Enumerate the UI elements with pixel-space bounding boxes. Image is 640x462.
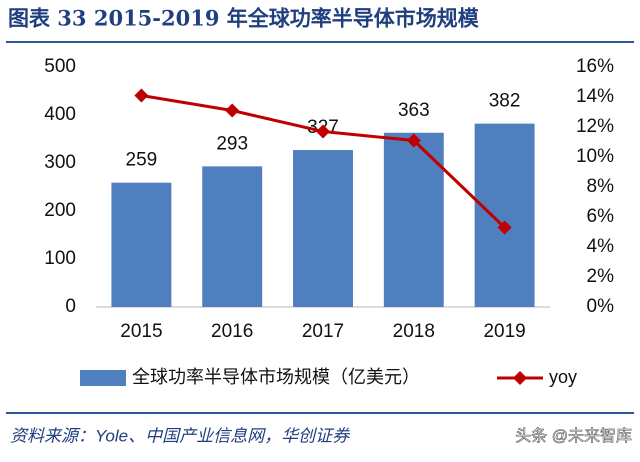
- watermark: 头条 @未来智库: [515, 427, 632, 445]
- bar: [111, 182, 172, 307]
- y-tick-label: 200: [44, 200, 76, 221]
- bar: [202, 166, 263, 307]
- y-tick-label: 0: [65, 296, 76, 317]
- x-tick-label: 2016: [211, 321, 253, 342]
- y2-tick-label: 6%: [587, 206, 615, 227]
- y2-tick-label: 16%: [576, 56, 614, 77]
- y2-tick-label: 4%: [587, 236, 615, 257]
- line-marker: [497, 220, 512, 235]
- x-tick-label: 2017: [302, 321, 344, 342]
- line-marker: [134, 88, 149, 103]
- y-tick-label: 500: [44, 56, 76, 77]
- bar-value-label: 363: [398, 100, 430, 121]
- y2-tick-label: 0%: [587, 296, 615, 317]
- bar: [293, 150, 353, 307]
- y-tick-label: 400: [44, 104, 76, 125]
- x-tick-label: 2019: [483, 321, 525, 342]
- chart-title: 图表 33 2015-2019 年全球功率半导体市场规模: [8, 6, 480, 31]
- y2-tick-label: 2%: [587, 266, 615, 287]
- x-tick-label: 2018: [393, 321, 435, 342]
- y-tick-label: 100: [44, 248, 76, 269]
- y2-tick-label: 14%: [576, 86, 614, 107]
- y2-tick-label: 8%: [587, 176, 615, 197]
- bar: [474, 123, 535, 307]
- bar-value-label: 293: [216, 133, 248, 154]
- legend-label: 全球功率半导体市场规模（亿美元）: [132, 367, 420, 387]
- bar-value-label: 382: [489, 91, 521, 112]
- y2-tick-label: 10%: [576, 146, 614, 167]
- legend-marker: [513, 371, 527, 385]
- line-marker: [225, 103, 240, 118]
- x-tick-label: 2015: [120, 321, 162, 342]
- line-marker: [406, 133, 421, 148]
- y-tick-label: 300: [44, 152, 76, 173]
- bar-value-label: 259: [126, 150, 158, 171]
- legend-swatch: [80, 370, 126, 386]
- legend-label: yoy: [549, 367, 577, 387]
- bar: [383, 132, 444, 307]
- source: 资料来源：Yole、中国产业信息网，华创证券: [10, 426, 351, 445]
- y2-tick-label: 12%: [576, 116, 614, 137]
- line-marker: [316, 124, 330, 139]
